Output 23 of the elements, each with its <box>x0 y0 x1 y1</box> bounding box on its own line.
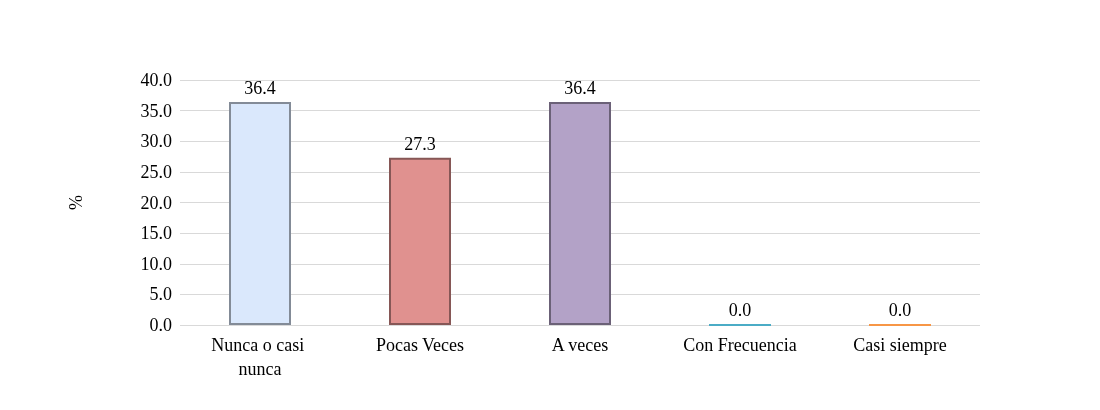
bar <box>389 157 451 325</box>
y-tick-label: 15.0 <box>140 223 172 244</box>
y-axis-title: % <box>66 195 86 210</box>
x-tick-label: Pocas Veces <box>375 335 465 355</box>
y-tick-label: 30.0 <box>140 131 172 152</box>
y-tick-label: 0.0 <box>149 315 172 335</box>
bar <box>229 102 291 325</box>
x-tick-label: Nunca o casi nunca <box>211 335 309 379</box>
data-label: 27.3 <box>404 133 436 154</box>
data-label: 0.0 <box>888 300 912 320</box>
x-tick-label: Con Frecuencia <box>683 335 797 355</box>
bar <box>549 102 611 325</box>
data-label: 36.4 <box>244 78 276 99</box>
y-tick-label: 40.0 <box>140 70 172 90</box>
y-tick-label: 25.0 <box>140 161 172 182</box>
data-label: 36.4 <box>564 78 596 99</box>
y-tick-label: 10.0 <box>140 253 172 274</box>
y-tick-label: 5.0 <box>149 284 172 305</box>
x-tick-label: A veces <box>551 335 609 355</box>
x-tick-label: Casi siempre <box>853 335 947 355</box>
data-label: 0.0 <box>728 300 752 320</box>
y-tick-label: 35.0 <box>140 100 172 121</box>
y-tick-label: 20.0 <box>140 192 172 213</box>
